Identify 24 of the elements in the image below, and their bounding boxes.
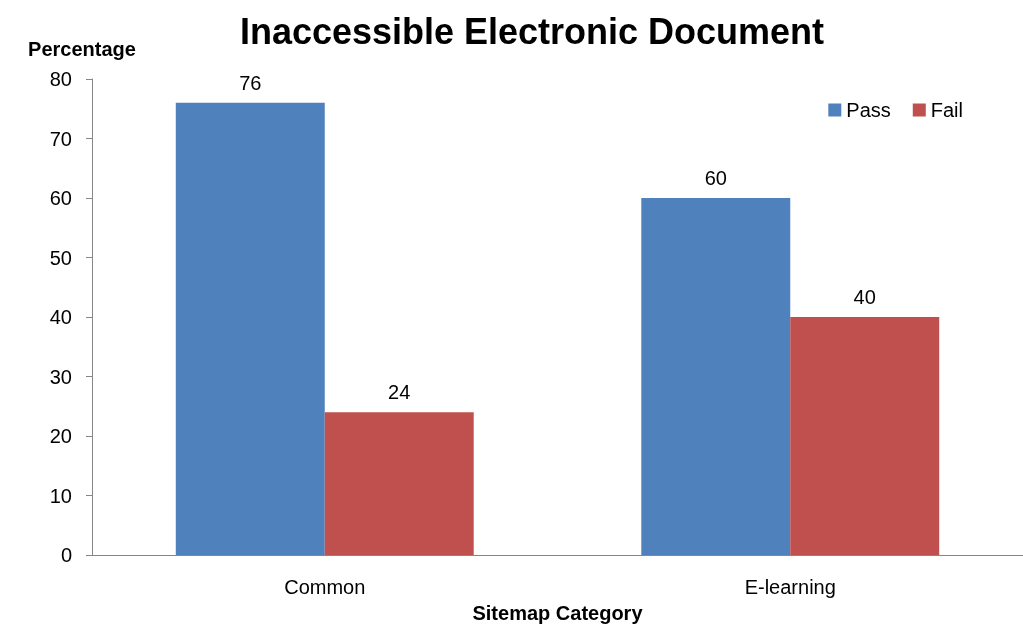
x-tick-label: E-learning — [744, 576, 836, 598]
y-tick-label: 0 — [60, 544, 72, 566]
data-label: 76 — [239, 71, 262, 94]
bar — [175, 102, 325, 555]
x-tick-label: Common — [284, 576, 366, 598]
bar — [324, 412, 474, 555]
y-axis-title: Percentage — [28, 38, 136, 60]
bar — [790, 317, 940, 555]
data-label: 60 — [704, 167, 727, 189]
x-axis-title: Sitemap Category — [472, 602, 644, 624]
y-tick-label: 80 — [49, 68, 72, 90]
chart-title: Inaccessible Electronic Document — [239, 10, 825, 52]
legend-label: Pass — [846, 99, 891, 121]
y-tick-label: 60 — [49, 187, 72, 209]
y-tick-label: 50 — [49, 246, 72, 269]
y-tick-label: 40 — [49, 306, 72, 328]
bar — [641, 198, 791, 555]
data-label: 24 — [388, 381, 411, 404]
y-tick-label: 70 — [49, 127, 72, 150]
y-tick-label: 20 — [49, 425, 72, 447]
legend-label: Fail — [930, 99, 964, 121]
data-label: 40 — [853, 286, 876, 308]
y-tick-label: 30 — [49, 365, 72, 388]
y-tick-label: 10 — [49, 484, 72, 507]
